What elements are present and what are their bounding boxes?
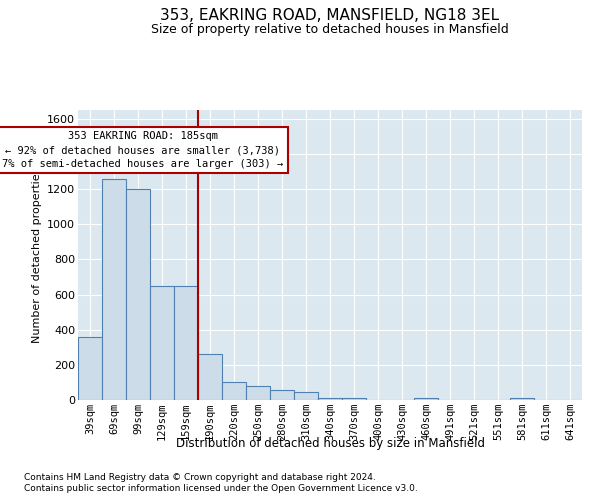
Text: Contains HM Land Registry data © Crown copyright and database right 2024.: Contains HM Land Registry data © Crown c… (24, 472, 376, 482)
Bar (246, 386, 270, 400)
Bar (510, 398, 534, 400)
Bar (414, 398, 438, 400)
Text: Distribution of detached houses by size in Mansfield: Distribution of detached houses by size … (176, 438, 485, 450)
Bar (270, 390, 294, 400)
Bar (78, 336, 102, 400)
Text: 353 EAKRING ROAD: 185sqm
← 92% of detached houses are smaller (3,738)
7% of semi: 353 EAKRING ROAD: 185sqm ← 92% of detach… (2, 131, 283, 169)
Bar (318, 398, 342, 400)
Bar (150, 286, 174, 400)
Text: Contains public sector information licensed under the Open Government Licence v3: Contains public sector information licen… (24, 484, 418, 493)
Bar (198, 354, 222, 400)
Bar (174, 286, 198, 400)
Bar (102, 178, 126, 400)
Bar (126, 189, 150, 400)
Bar (294, 392, 318, 400)
Text: Size of property relative to detached houses in Mansfield: Size of property relative to detached ho… (151, 22, 509, 36)
Bar (342, 398, 366, 400)
Y-axis label: Number of detached properties: Number of detached properties (32, 168, 41, 342)
Bar (222, 382, 246, 400)
Text: 353, EAKRING ROAD, MANSFIELD, NG18 3EL: 353, EAKRING ROAD, MANSFIELD, NG18 3EL (160, 8, 500, 22)
